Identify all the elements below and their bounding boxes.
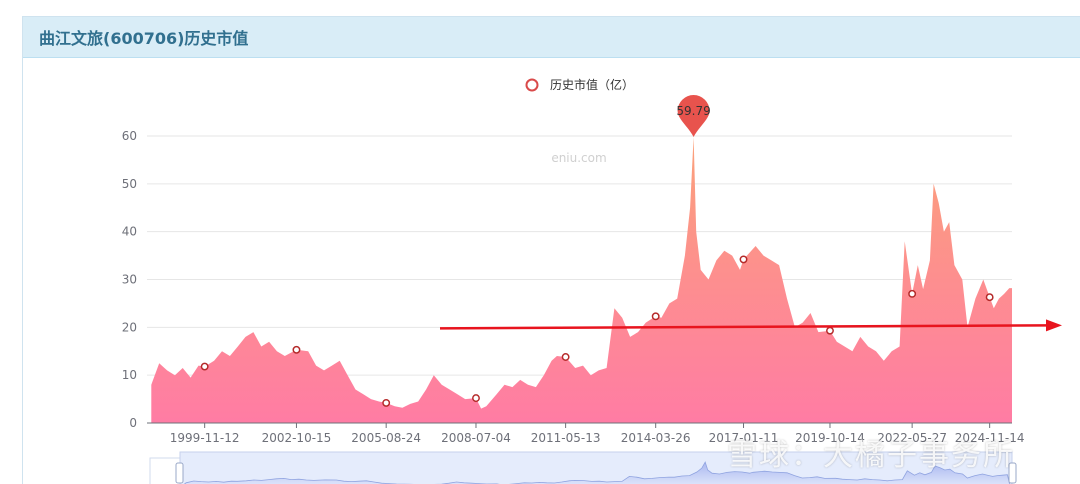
arrow-line xyxy=(439,324,1049,330)
series-point xyxy=(382,398,391,407)
y-tick-label: 30 xyxy=(122,273,137,287)
slider-handle-left[interactable] xyxy=(175,462,184,484)
point-markers xyxy=(200,255,994,407)
legend-symbol xyxy=(525,78,539,92)
series-point xyxy=(561,353,570,361)
series-point xyxy=(200,362,209,371)
x-tick-label: 2014-03-26 xyxy=(621,431,691,445)
x-tick-label: 1999-11-12 xyxy=(170,431,240,445)
legend[interactable]: 历史市值（亿） xyxy=(525,77,635,92)
series-point xyxy=(826,326,834,335)
x-tick-label: 2011-05-13 xyxy=(531,431,601,445)
max-pin-label: 59.79 xyxy=(676,104,710,118)
series-point xyxy=(908,289,917,298)
series-point xyxy=(985,293,994,302)
x-tick-label: 2024-11-14 xyxy=(955,431,1025,445)
panel-title: 曲江文旅(600706)历史市值 xyxy=(39,29,249,48)
max-value-pin: 59.79 xyxy=(676,95,711,138)
max-pin-shape xyxy=(677,95,710,138)
area-series xyxy=(151,137,1013,423)
y-tick-label: 0 xyxy=(129,416,137,430)
overlay-watermark: 雪球：大橘子事务所 xyxy=(727,438,1015,473)
x-tick-label: 2017-01-11 xyxy=(709,431,779,445)
y-tick-label: 50 xyxy=(122,177,137,191)
y-tick-label: 60 xyxy=(122,129,137,143)
x-tick-label: 2008-07-04 xyxy=(441,431,511,445)
slider-handle-right[interactable] xyxy=(1008,462,1017,484)
y-tick-label: 40 xyxy=(122,225,137,239)
y-tick-label: 20 xyxy=(122,320,137,334)
trend-arrow xyxy=(439,319,1062,332)
legend-label: 历史市值（亿） xyxy=(550,77,634,92)
slider-preview-series xyxy=(183,461,1010,484)
data-zoom-slider[interactable] xyxy=(149,451,1017,484)
series-point xyxy=(292,345,301,354)
x-tick-label: 2022-05-27 xyxy=(877,431,947,445)
y-tick-label: 10 xyxy=(122,368,137,382)
y-axis: 0 10 20 30 40 50 60 xyxy=(122,129,137,430)
x-tick-label: 2005-08-24 xyxy=(351,431,421,445)
x-tick-label: 2002-10-15 xyxy=(262,431,332,445)
panel-header: 曲江文旅(600706)历史市值 xyxy=(23,17,1080,58)
x-tick-label: 2019-10-14 xyxy=(795,431,865,445)
x-axis: 1999-11-12 2002-10-15 2005-08-24 2008-07-04… xyxy=(147,422,1025,445)
series-point xyxy=(739,255,748,264)
arrow-head xyxy=(1046,319,1062,332)
watermark-text: eniu.com xyxy=(551,151,606,165)
series-point xyxy=(651,312,660,321)
series-point xyxy=(472,394,480,403)
